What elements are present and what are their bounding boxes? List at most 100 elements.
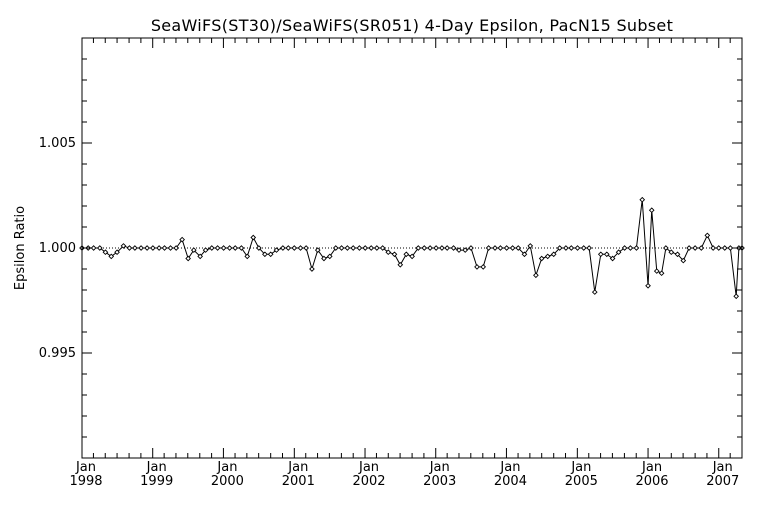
x-tick-label-year: 2005	[565, 474, 598, 489]
data-point	[485, 245, 492, 251]
data-point	[132, 245, 138, 251]
data-point	[114, 249, 120, 256]
data-point	[574, 245, 581, 251]
data-point	[698, 245, 705, 251]
data-point	[427, 245, 433, 251]
data-point	[674, 251, 681, 258]
data-point	[533, 272, 539, 279]
data-point	[591, 289, 598, 295]
data-point	[379, 245, 386, 251]
data-point	[96, 245, 103, 251]
data-point	[220, 245, 227, 251]
data-point	[621, 245, 628, 251]
data-point	[273, 247, 280, 253]
data-point	[668, 249, 675, 256]
data-point	[658, 270, 665, 277]
data-point	[338, 245, 345, 251]
data-point	[686, 245, 692, 251]
y-tick-label: 1.005	[39, 136, 76, 151]
data-point	[492, 245, 498, 251]
axis-layer: 1.0051.0000.995Jan1998Jan1999Jan2000Jan2…	[39, 37, 743, 489]
x-tick-label-month: Jan	[429, 460, 450, 475]
data-point	[580, 245, 587, 251]
data-point	[208, 245, 215, 251]
data-point	[527, 243, 534, 249]
data-point	[368, 245, 375, 251]
y-axis-label: Epsilon Ratio	[13, 206, 28, 290]
data-point	[710, 245, 716, 251]
series-layer	[79, 196, 745, 300]
data-point	[444, 245, 450, 251]
data-point	[362, 245, 369, 251]
data-point	[138, 245, 144, 251]
data-point	[609, 255, 616, 262]
data-point	[179, 236, 185, 243]
data-point	[568, 245, 575, 251]
data-point	[250, 234, 257, 241]
data-point	[262, 251, 268, 258]
data-point	[344, 245, 351, 251]
data-point	[397, 261, 404, 268]
x-tick-label-year: 2001	[282, 474, 315, 489]
data-point	[173, 245, 179, 251]
data-point	[704, 232, 711, 239]
data-point	[374, 245, 380, 251]
x-tick-label-year: 2004	[494, 474, 527, 489]
data-point	[150, 245, 156, 251]
data-point	[409, 253, 415, 260]
data-point	[415, 245, 422, 251]
data-point	[238, 245, 245, 251]
data-point	[538, 255, 545, 262]
data-point	[309, 266, 315, 272]
data-point	[515, 245, 522, 251]
x-tick-label-year: 2002	[352, 474, 385, 489]
data-point	[648, 207, 655, 214]
data-point	[161, 245, 168, 251]
x-tick-label-month: Jan	[287, 460, 308, 475]
x-tick-label-month: Jan	[146, 460, 167, 475]
data-point	[563, 245, 569, 251]
data-point	[733, 293, 740, 300]
x-tick-label-year: 2006	[635, 474, 668, 489]
data-point	[727, 245, 734, 251]
data-point	[627, 245, 634, 251]
x-tick-label-month: Jan	[570, 460, 591, 475]
x-tick-label-month: Jan	[712, 460, 733, 475]
data-point	[653, 268, 660, 274]
data-point	[544, 253, 551, 260]
x-tick-label-year: 2000	[211, 474, 244, 489]
data-point	[468, 245, 474, 251]
data-point	[615, 249, 622, 256]
y-tick-label: 0.995	[39, 346, 76, 361]
x-tick-label-year: 2003	[423, 474, 456, 489]
plot-frame	[81, 37, 743, 459]
data-point	[692, 245, 698, 251]
x-tick-label-month: Jan	[641, 460, 662, 475]
data-point	[108, 253, 115, 260]
data-point	[497, 245, 504, 251]
data-point	[156, 245, 162, 251]
data-point	[450, 245, 457, 251]
data-point	[90, 245, 97, 251]
data-point	[144, 245, 150, 251]
data-point	[456, 247, 462, 253]
data-point	[680, 257, 687, 264]
x-tick-label-month: Jan	[358, 460, 379, 475]
data-point	[433, 245, 439, 251]
data-point	[462, 247, 469, 253]
data-point	[633, 245, 640, 251]
x-tick-label-month: Jan	[75, 460, 96, 475]
data-point	[244, 253, 251, 260]
x-tick-label-year: 1998	[69, 474, 102, 489]
data-point	[586, 245, 592, 251]
data-point	[639, 196, 646, 203]
data-point	[503, 245, 510, 251]
data-point	[102, 249, 109, 256]
data-point	[521, 251, 528, 258]
data-point	[167, 245, 174, 251]
data-point	[297, 245, 304, 251]
data-point	[326, 253, 333, 260]
data-point	[303, 245, 309, 251]
x-tick-label-year: 2007	[706, 474, 739, 489]
